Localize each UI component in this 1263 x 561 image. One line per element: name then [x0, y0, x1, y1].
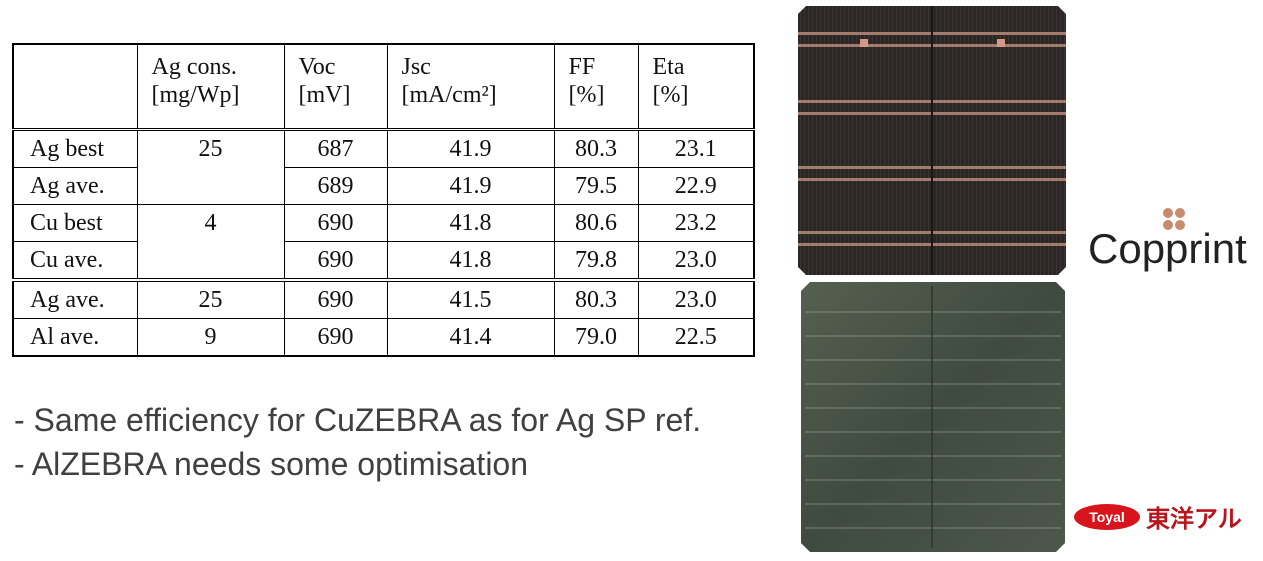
- cell: 41.8: [386, 204, 555, 242]
- header-text: FF: [568, 54, 596, 80]
- cell: 79.5: [553, 167, 639, 205]
- header-cell: Voc [mV]: [283, 43, 388, 131]
- header-cell: Ag cons. [mg/Wp]: [136, 43, 285, 131]
- row: Al ave. 9 690 41.4 79.0 22.5: [12, 318, 755, 357]
- header-unit: [mg/Wp]: [151, 82, 240, 108]
- header-unit: [mA/cm²]: [401, 82, 497, 108]
- cell: 80.6: [553, 204, 639, 242]
- cell: 23.2: [637, 204, 755, 242]
- cell: 79.8: [553, 241, 639, 281]
- cell: 41.9: [386, 167, 555, 205]
- cell: 23.0: [637, 241, 755, 281]
- header-cell: Eta [%]: [637, 43, 755, 131]
- header-cell: Jsc [mA/cm²]: [386, 43, 555, 131]
- cell: 687: [283, 129, 388, 168]
- cell: 25: [136, 278, 285, 319]
- cell: 41.5: [386, 278, 555, 319]
- cell: 22.5: [637, 318, 755, 357]
- row: Ag ave. 689 41.9 79.5 22.9: [12, 167, 755, 205]
- row: Cu ave. 690 41.8 79.8 23.0: [12, 241, 755, 281]
- row-label: Ag ave.: [12, 167, 138, 205]
- results-table: Ag cons. [mg/Wp] Voc [mV] Jsc [mA/cm²] FF [%…: [12, 43, 755, 357]
- cell: 25: [136, 129, 285, 205]
- cell: 690: [283, 241, 388, 281]
- logo-text: 東洋アル: [1146, 505, 1242, 533]
- cell: 80.3: [553, 278, 639, 319]
- cell: 690: [283, 204, 388, 242]
- header-unit: [mV]: [298, 82, 351, 108]
- empty-cell: [12, 43, 138, 131]
- cell: 41.4: [386, 318, 555, 357]
- cell: 41.9: [386, 129, 555, 168]
- header-unit: [%]: [652, 82, 689, 108]
- row-label: Cu ave.: [12, 241, 138, 281]
- row: Cu best 4 690 41.8 80.6 23.2: [12, 204, 755, 281]
- row-label: Al ave.: [12, 318, 138, 357]
- row: Ag ave. 25 690 41.5 80.3 23.0: [12, 278, 755, 319]
- cell: 41.8: [386, 241, 555, 281]
- copprint-logo: Copprint: [1088, 208, 1247, 272]
- header-text: Ag cons.: [151, 54, 237, 80]
- al-cell-photo: [801, 282, 1065, 552]
- header-text: Eta: [652, 54, 685, 80]
- cell: 23.0: [637, 278, 755, 319]
- header-text: Voc: [298, 54, 336, 80]
- header-row: Ag cons. [mg/Wp] Voc [mV] Jsc [mA/cm²] FF [%…: [12, 43, 755, 131]
- header-unit: [%]: [568, 82, 605, 108]
- row-label: Ag best: [12, 129, 138, 168]
- cell: 690: [283, 318, 388, 357]
- row-label: Ag ave.: [12, 278, 138, 319]
- cell: 79.0: [553, 318, 639, 357]
- toyal-logo: Toyal 東洋アル: [1074, 504, 1242, 533]
- cu-cell-photo: [798, 6, 1066, 275]
- header-text: Jsc: [401, 54, 431, 80]
- bullet: - Same efficiency for CuZEBRA as for Ag …: [14, 402, 702, 438]
- logo-text: Copprint: [1088, 225, 1247, 272]
- header-cell: FF [%]: [553, 43, 639, 131]
- bullet: - AlZEBRA needs some optimisation: [14, 446, 529, 482]
- cell: 9: [136, 318, 285, 357]
- logo-text: Toyal: [1089, 509, 1125, 525]
